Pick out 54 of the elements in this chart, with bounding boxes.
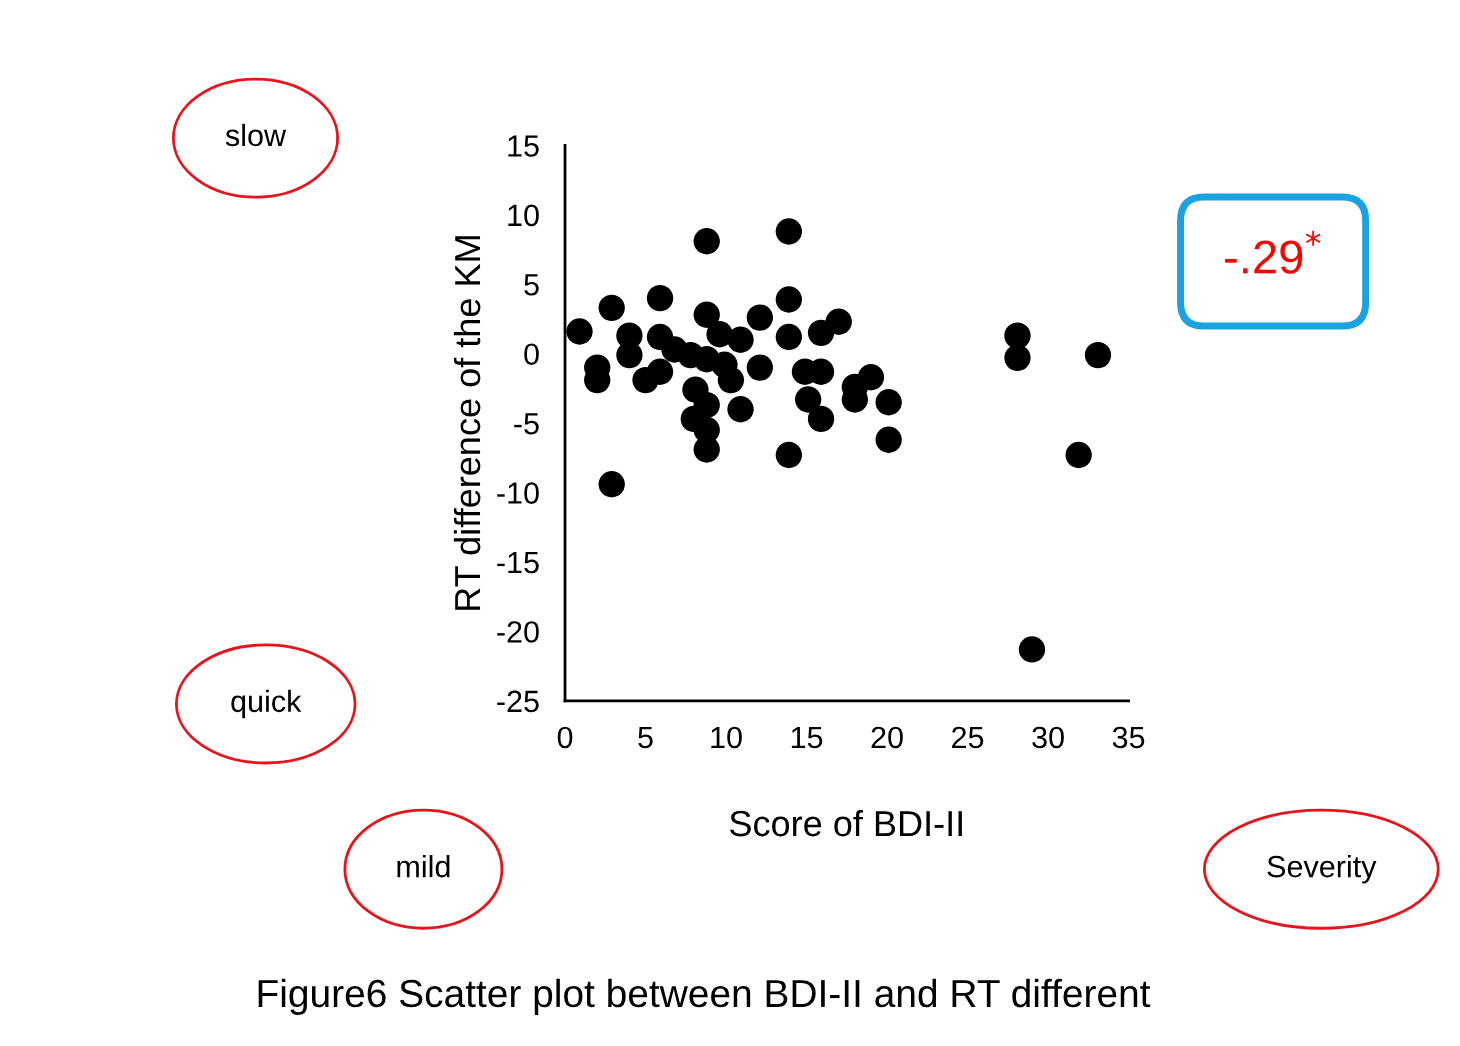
x-tick-label: 35 [1112, 726, 1145, 749]
y-axis-title: RT difference of the KM [453, 236, 481, 610]
point [1004, 344, 1031, 372]
x-tick-label: 20 [871, 726, 903, 749]
y-tick-label: -10 [497, 482, 539, 504]
point [775, 218, 803, 245]
point [566, 318, 593, 345]
text: Severity [1267, 854, 1377, 884]
point [1065, 441, 1092, 469]
point [775, 441, 803, 469]
point [693, 301, 720, 328]
text: mild [397, 854, 450, 878]
y-tick-label: -20 [497, 621, 539, 643]
point [746, 304, 774, 331]
point [646, 358, 674, 385]
point [727, 326, 754, 353]
y-tick-label: -15 [497, 552, 539, 574]
y-tick-label: 15 [508, 135, 539, 157]
point [775, 286, 803, 313]
x-tick-label: 5 [638, 726, 653, 749]
text: -.29$^{*}$ [1225, 230, 1321, 274]
text: Figure6 Scatter plot between BDI-II and RT different [258, 978, 1151, 1015]
y-tick-label: -25 [497, 690, 539, 713]
x-tick-label: 15 [791, 726, 823, 749]
point [598, 294, 625, 322]
point [693, 436, 720, 463]
point [746, 354, 774, 381]
point [727, 396, 754, 423]
x-tick-label: 30 [1032, 726, 1064, 749]
y-tick-label: 10 [508, 204, 539, 227]
point [598, 471, 625, 498]
point [1084, 341, 1112, 369]
point [693, 228, 720, 255]
y-tick-label: -5 [514, 413, 539, 435]
point [875, 426, 902, 453]
text: quick [231, 689, 302, 719]
x-tick-label: 10 [711, 726, 742, 749]
y-tick-label: 0 [524, 343, 539, 366]
point [717, 366, 745, 394]
point [775, 323, 803, 351]
point [794, 386, 822, 413]
x-tick-label: 25 [952, 726, 984, 749]
y-tick-label: 5 [524, 274, 539, 296]
point [693, 391, 720, 419]
x-tick-label: 0 [557, 726, 573, 749]
point [857, 364, 885, 391]
text: slow [225, 123, 287, 147]
x-axis-title: Score of BDI-II [730, 809, 962, 837]
point [875, 389, 902, 416]
point [1004, 322, 1031, 349]
point [646, 284, 674, 312]
point [1018, 636, 1046, 663]
point [825, 308, 852, 335]
point [807, 405, 835, 433]
